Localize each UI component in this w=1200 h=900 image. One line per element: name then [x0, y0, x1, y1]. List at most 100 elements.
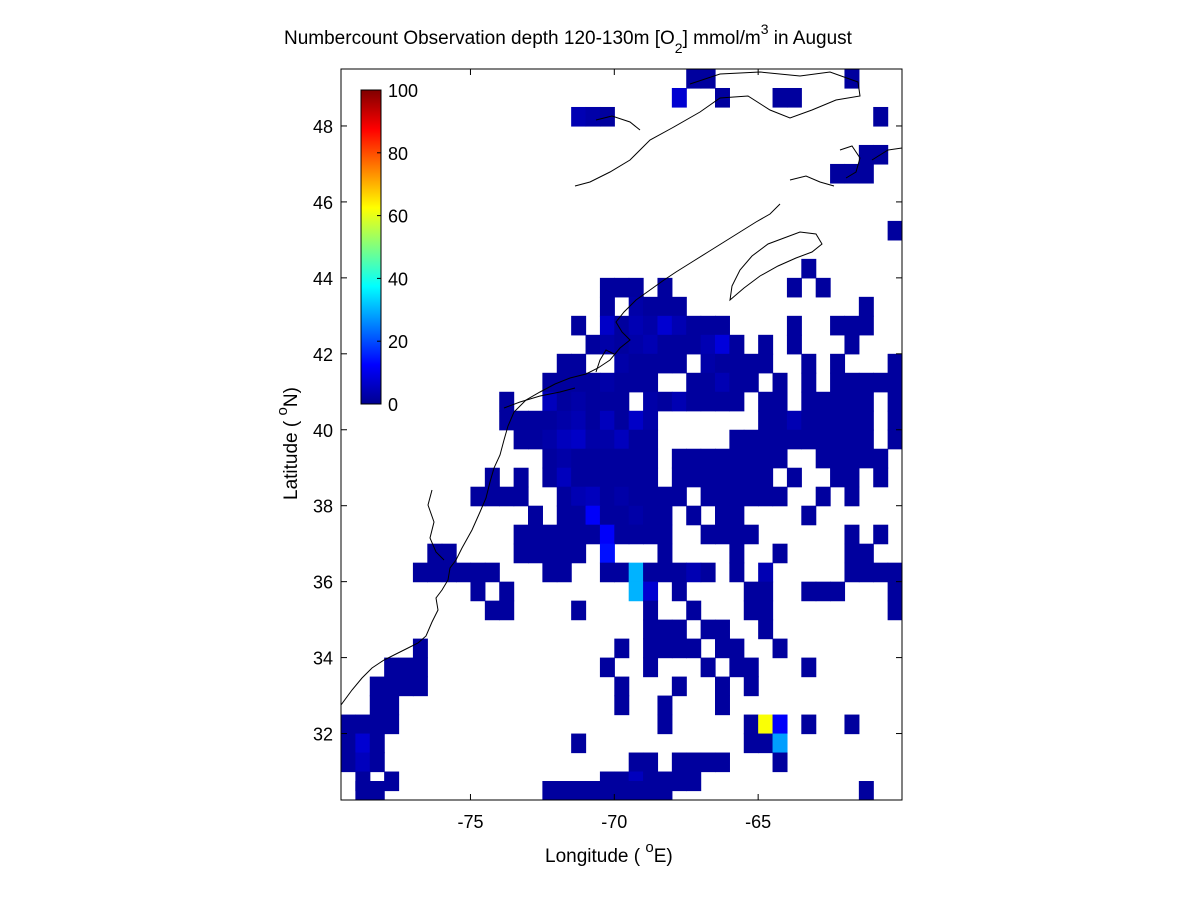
- heatmap-cell: [671, 638, 687, 659]
- y-axis-label: Latitude ( oN): [274, 387, 302, 500]
- y-tick-label: 40: [313, 421, 333, 441]
- heatmap-cell: [355, 781, 371, 800]
- heatmap-cell: [887, 600, 902, 621]
- heatmap-cell: [786, 315, 802, 336]
- heatmap-cell: [628, 334, 644, 355]
- heatmap-cell: [715, 695, 730, 716]
- heatmap-cell: [743, 733, 759, 754]
- heatmap-cell: [614, 372, 630, 393]
- heatmap-cell: [513, 410, 529, 431]
- heatmap-cell: [528, 410, 543, 431]
- heatmap-cell: [398, 676, 414, 697]
- heatmap-cell: [700, 315, 716, 336]
- heatmap-cell: [599, 448, 615, 469]
- heatmap-cell: [628, 562, 644, 583]
- heatmap-cell: [686, 600, 702, 621]
- heatmap-cell: [542, 391, 558, 412]
- heatmap-cell: [743, 714, 759, 735]
- heatmap-cell: [686, 771, 702, 792]
- heatmap-cell: [830, 467, 846, 488]
- heatmap-cell: [585, 429, 601, 450]
- heatmap-cell: [341, 733, 356, 754]
- heatmap-cell: [830, 391, 846, 412]
- plot-frame: [340, 68, 903, 801]
- heatmap-cell: [628, 467, 644, 488]
- heatmap-cell: [628, 429, 644, 450]
- heatmap-cell: [628, 353, 644, 374]
- coastline-chesapeake: [427, 489, 445, 561]
- heatmap-cell: [772, 486, 788, 507]
- y-tick-label: 32: [313, 725, 333, 745]
- heatmap-cell: [844, 372, 860, 393]
- heatmap-cell: [887, 410, 902, 431]
- heatmap-cell: [542, 543, 558, 564]
- heatmap-cell: [643, 467, 659, 488]
- heatmap-cell: [858, 144, 874, 165]
- heatmap-cell: [585, 467, 601, 488]
- heatmap-cell: [599, 486, 615, 507]
- heatmap-cell: [528, 543, 543, 564]
- heatmap-cell: [585, 781, 601, 800]
- heatmap-cell: [772, 429, 788, 450]
- heatmap-cell: [772, 752, 788, 773]
- heatmap-cell: [858, 391, 874, 412]
- heatmap-cell: [801, 372, 817, 393]
- heatmap-cell: [844, 714, 860, 735]
- heatmap-cell: [384, 676, 400, 697]
- heatmap-cell: [470, 562, 486, 583]
- heatmap-cell: [671, 486, 687, 507]
- heatmap-cell: [671, 771, 687, 792]
- heatmap-cell: [887, 372, 902, 393]
- heatmap-cell: [729, 448, 745, 469]
- heatmap-cell: [556, 505, 572, 526]
- heatmap-cell: [743, 676, 759, 697]
- heatmap-cell: [585, 372, 601, 393]
- heatmap-cell: [700, 752, 716, 773]
- heatmap-cell: [815, 410, 831, 431]
- heatmap-cell: [715, 505, 730, 526]
- heatmap-cell: [571, 524, 587, 545]
- heatmap-cell: [599, 429, 615, 450]
- heatmap-cell: [599, 505, 615, 526]
- heatmap-cell: [643, 315, 659, 336]
- heatmap-cell: [873, 372, 889, 393]
- heatmap-cell: [599, 277, 615, 298]
- heatmap-cell: [643, 752, 659, 773]
- heatmap-cell: [470, 581, 486, 602]
- heatmap-cell: [585, 505, 601, 526]
- heatmap-cell: [671, 619, 687, 640]
- heatmap-cell: [657, 562, 673, 583]
- coastline-cape-cod: [595, 349, 615, 373]
- heatmap-cell: [729, 429, 745, 450]
- heatmap-cell: [542, 524, 558, 545]
- heatmap-cell: [556, 391, 572, 412]
- heatmap-cell: [657, 353, 673, 374]
- coastline-us-east: [341, 203, 781, 706]
- colorbar: 100 80 60 40 20 0: [360, 81, 418, 415]
- heatmap-cell: [657, 543, 673, 564]
- heatmap-cell: [441, 543, 457, 564]
- heatmap-cell: [700, 562, 716, 583]
- heatmap-cell: [830, 429, 846, 450]
- heatmap-cell: [643, 372, 659, 393]
- heatmap-cell: [384, 657, 400, 678]
- heatmap-cell: [657, 714, 673, 735]
- heatmap-cell: [830, 410, 846, 431]
- heatmap-cell: [815, 581, 831, 602]
- colorbar-tick-label: 100: [388, 81, 418, 101]
- heatmap-cell: [585, 524, 601, 545]
- heatmap-cell: [599, 315, 615, 336]
- heatmap-cell: [715, 676, 730, 697]
- heatmap-cell: [643, 562, 659, 583]
- heatmap-cell: [341, 714, 356, 735]
- heatmap-cell: [628, 486, 644, 507]
- y-axis: 32 34 36 38 40 42 44 46 48: [313, 117, 902, 745]
- heatmap-cell: [671, 581, 687, 602]
- heatmap-cell: [758, 391, 774, 412]
- heatmap-cell: [830, 353, 846, 374]
- heatmap-cell: [715, 372, 730, 393]
- heatmap-cell: [369, 752, 385, 773]
- heatmap-cell: [571, 486, 587, 507]
- heatmap-cell: [657, 638, 673, 659]
